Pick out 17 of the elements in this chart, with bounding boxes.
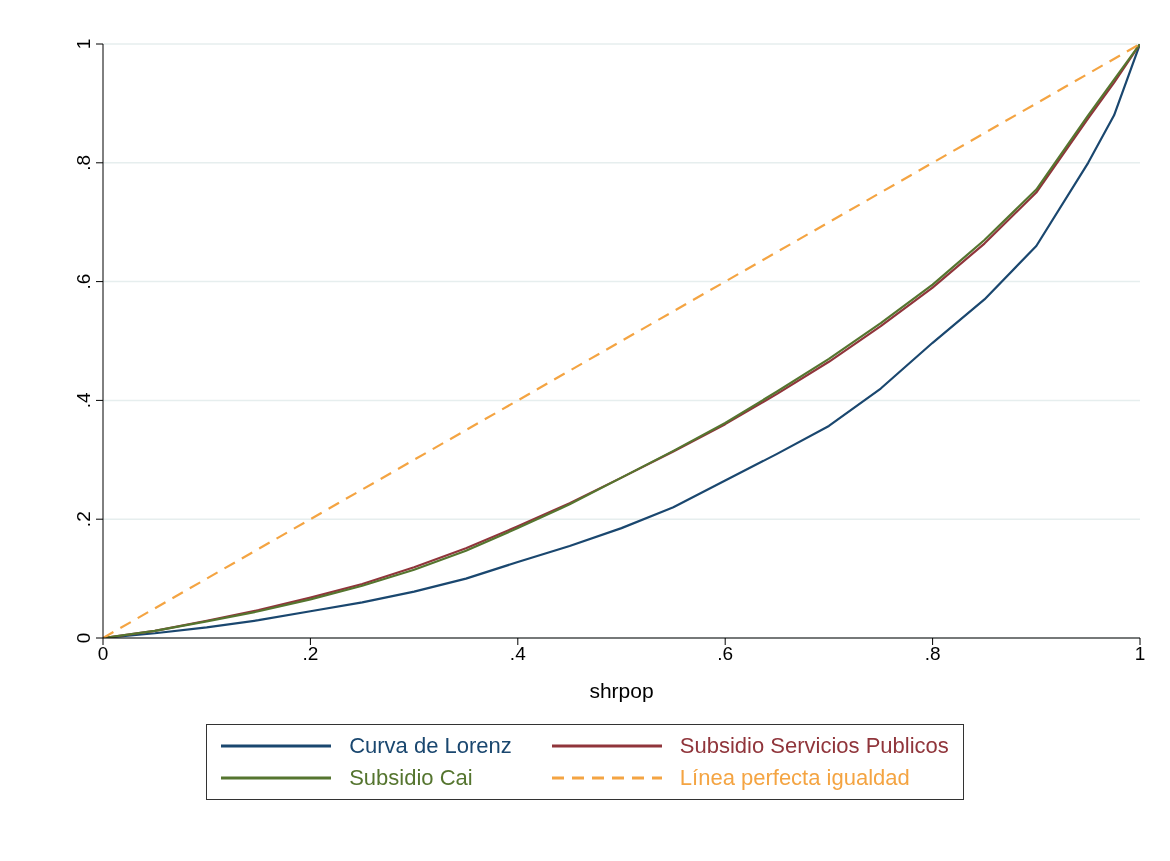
x-tick-label: .2: [302, 643, 319, 665]
x-axis-title: shrpop: [589, 679, 654, 702]
x-tick-label: 1: [1134, 643, 1146, 665]
x-tick-label: 0: [97, 643, 109, 665]
y-tick-label: 1: [73, 38, 94, 50]
legend-label: Línea perfecta igualdad: [679, 765, 910, 791]
y-tick-label: .8: [73, 154, 94, 171]
x-tick-label: .8: [924, 643, 941, 665]
y-tick-label: 0: [73, 632, 94, 644]
y-tick-label: .6: [73, 273, 94, 290]
x-tick-label: .6: [717, 643, 734, 665]
y-tick-label: .4: [73, 392, 94, 409]
y-tick-label: .2: [73, 511, 94, 528]
legend-label: Subsidio Servicios Publicos: [679, 733, 949, 759]
text: Curva de Lorenz: [349, 733, 512, 759]
x-tick-label: .4: [509, 643, 527, 665]
text: Subsidio Cai: [349, 765, 473, 791]
